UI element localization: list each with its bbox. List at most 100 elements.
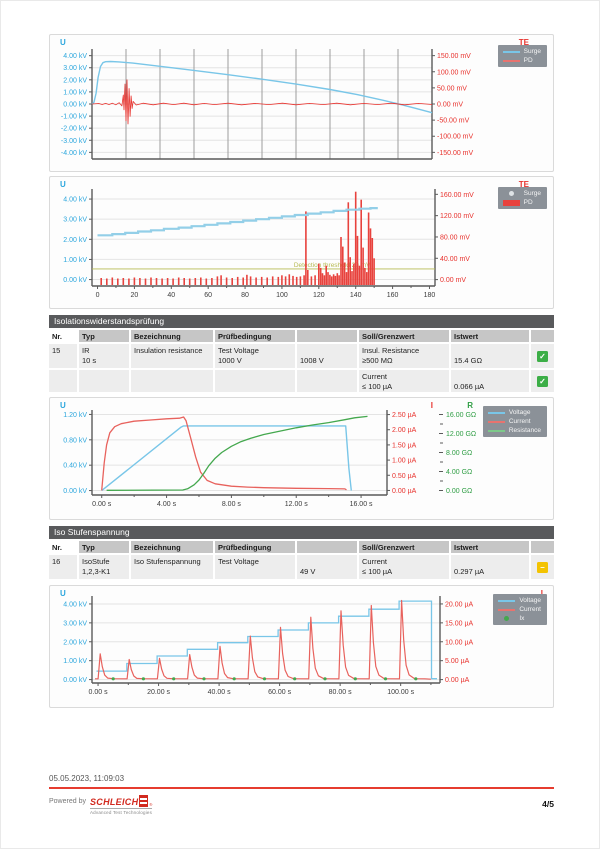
svg-text:40.00 s: 40.00 s (208, 689, 231, 696)
brand-logo-icon (139, 795, 149, 807)
report-content: 4.00 kV 3.00 kV 2.00 kV 1.00 kV 0.00 kV -1.00… (49, 34, 554, 815)
legend-swatch-icon (498, 599, 516, 602)
svg-text:100.00 s: 100.00 s (387, 689, 414, 696)
svg-text:0.00 kV: 0.00 kV (63, 277, 87, 284)
column-header: Istwert (451, 541, 529, 553)
svg-text:15.00 µA: 15.00 µA (445, 620, 473, 627)
svg-text:4.00 kV: 4.00 kV (63, 53, 87, 60)
right-axis-label: TE (518, 38, 529, 47)
svg-text:4.00 GΩ: 4.00 GΩ (446, 469, 472, 476)
table-cell: 16 (49, 555, 77, 579)
table-cell: Test Voltage (215, 555, 295, 579)
surge-pd-trend-chart: 4.00 kV 3.00 kV 2.00 kV 1.00 kV 0.00 kV 160.0… (49, 176, 554, 309)
page-number: 4/5 (542, 799, 554, 809)
chart-legend: Surge PD (497, 187, 547, 209)
left-axis-label: U (60, 401, 66, 410)
status-cell: – (531, 555, 554, 579)
registered-mark: ® (149, 802, 153, 807)
table-cell: Current ≤ 100 µA (359, 555, 449, 579)
svg-text:0.00 µA: 0.00 µA (445, 677, 470, 684)
legend-swatch-icon (508, 191, 514, 196)
svg-text:0.50 µA: 0.50 µA (392, 473, 417, 480)
results-table: Nr. Typ Bezeichnung Prüfbedingung Soll/Grenz… (49, 541, 554, 579)
svg-text:50.00 mV: 50.00 mV (437, 85, 467, 92)
legend-swatch-icon (504, 616, 510, 621)
svg-text:Detection threshold 20 mV: Detection threshold 20 mV (294, 262, 371, 269)
status-pass-icon: ✓ (537, 350, 548, 362)
status-cell: ✓ (531, 370, 554, 392)
legend-swatch-icon (502, 199, 520, 206)
svg-text:0.00 µA: 0.00 µA (392, 488, 417, 495)
column-header (531, 330, 554, 342)
svg-text:12.00 GΩ: 12.00 GΩ (446, 431, 476, 438)
table-cell (215, 370, 295, 392)
table-cell: Current ≤ 100 µA (359, 370, 449, 392)
section-title: Iso Stufenspannung (49, 526, 554, 539)
powered-by: Powered by SCHLEICH ® Advanced Test Tech… (49, 795, 153, 815)
svg-text:0.00 mV: 0.00 mV (437, 102, 463, 109)
legend-item: PD (502, 199, 541, 206)
svg-text:8.00 s: 8.00 s (222, 501, 242, 508)
legend-label: PD (523, 57, 533, 64)
svg-text:100.00 mV: 100.00 mV (437, 69, 471, 76)
table-cell (79, 370, 129, 392)
right-axis-label: R (467, 401, 473, 410)
insulation-resistance-table-section: Isolationswiderstandsprüfung Nr. Typ Bezei… (49, 315, 554, 392)
svg-text:60.00 s: 60.00 s (268, 689, 291, 696)
column-header: Nr. (52, 332, 63, 341)
legend-item: Surge (503, 190, 541, 197)
svg-text:2.00 kV: 2.00 kV (63, 77, 87, 84)
legend-label: Current (508, 418, 531, 425)
legend-label: Resistance (508, 427, 541, 434)
column-header: Prüfbedingung (215, 330, 295, 342)
svg-text:0.00 kV: 0.00 kV (63, 488, 87, 495)
svg-text:4.00 s: 4.00 s (157, 501, 177, 508)
legend-label: PD (523, 199, 533, 206)
legend-swatch-icon (498, 608, 516, 611)
svg-text:40: 40 (167, 292, 175, 299)
svg-text:0.00 GΩ: 0.00 GΩ (446, 488, 472, 495)
table-cell (297, 370, 357, 392)
legend-item: Voltage (498, 597, 541, 604)
svg-text:1.00 kV: 1.00 kV (63, 89, 87, 96)
chart-legend: Voltage Current Ix (493, 594, 547, 625)
table-cell: 0.297 µA (451, 555, 529, 579)
left-axis-label: U (60, 38, 66, 47)
column-header: Nr. (52, 543, 63, 552)
legend-label: Voltage (508, 409, 531, 416)
svg-text:16.00 s: 16.00 s (350, 501, 373, 508)
svg-text:-150.00 mV: -150.00 mV (437, 150, 474, 157)
svg-text:0.00 s: 0.00 s (89, 689, 109, 696)
chart-canvas: 1.20 kV 0.80 kV 0.40 kV 0.00 kV 2.50 µA 2.00 … (63, 410, 476, 508)
right-axis-label: TE (518, 180, 529, 189)
svg-text:4.00 kV: 4.00 kV (63, 601, 87, 608)
legend-item: Current (487, 418, 541, 425)
table-cell (131, 370, 213, 392)
insulation-resistance-chart: 1.20 kV 0.80 kV 0.40 kV 0.00 kV 2.50 µA 2.00 … (49, 397, 554, 520)
column-header (531, 541, 554, 553)
table-cell: Insulation resistance (131, 344, 213, 368)
svg-text:-100.00 mV: -100.00 mV (437, 134, 474, 141)
status-cell: ✓ (531, 344, 554, 368)
legend-swatch-icon (487, 429, 505, 432)
chart-legend: Voltage Current Resistance (482, 406, 547, 437)
legend-label: Current (519, 606, 541, 613)
legend-swatch-icon (487, 420, 505, 423)
svg-text:0: 0 (96, 292, 100, 299)
svg-text:20.00 µA: 20.00 µA (445, 601, 473, 608)
svg-text:120: 120 (313, 292, 325, 299)
table-cell: 49 V (297, 555, 357, 579)
legend-swatch-icon (487, 411, 505, 414)
svg-text:-3.00 kV: -3.00 kV (61, 138, 87, 145)
svg-text:0.40 kV: 0.40 kV (63, 463, 87, 470)
svg-text:2.00 µA: 2.00 µA (392, 427, 417, 434)
svg-text:1.00 µA: 1.00 µA (392, 458, 417, 465)
svg-text:12.00 s: 12.00 s (285, 501, 308, 508)
legend-swatch-icon (502, 50, 520, 53)
legend-swatch-icon (502, 59, 520, 62)
svg-text:0.00 kV: 0.00 kV (63, 677, 87, 684)
svg-text:160: 160 (387, 292, 399, 299)
svg-text:3.00 kV: 3.00 kV (63, 620, 87, 627)
svg-text:-2.00 kV: -2.00 kV (61, 126, 87, 133)
